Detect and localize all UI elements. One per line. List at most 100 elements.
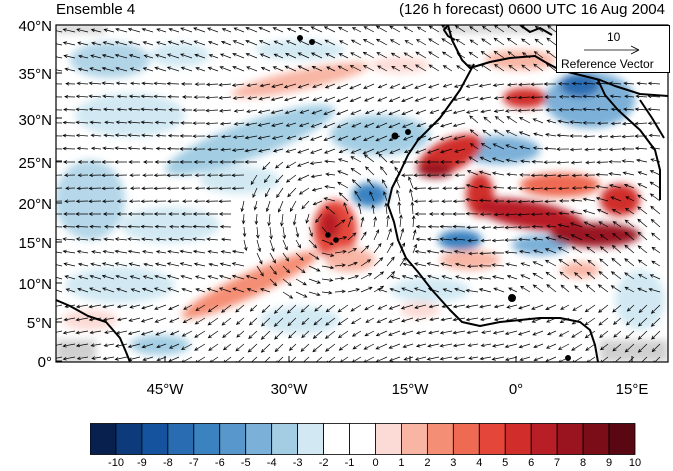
wind-arrow: [269, 265, 277, 275]
wind-arrow: [364, 304, 375, 311]
wind-arrow: [285, 148, 297, 153]
anomaly-shading: [56, 25, 668, 362]
wind-arrow: [533, 249, 544, 254]
wind-arrow: [389, 148, 401, 154]
wind-arrow: [623, 81, 635, 86]
wind-arrow: [465, 83, 479, 88]
wind-arrow: [585, 284, 596, 293]
wind-arrow: [608, 159, 622, 164]
wind-arrow: [232, 96, 245, 100]
wind-arrow: [585, 343, 596, 351]
wind-arrow: [467, 238, 479, 243]
wind-arrow: [76, 28, 89, 33]
wind-arrow: [426, 160, 439, 164]
wind-arrow: [115, 66, 128, 72]
wind-arrow: [182, 317, 193, 323]
wind-arrow: [167, 40, 180, 46]
wind-arrow: [410, 201, 415, 215]
colorbar-tick-label: -4: [266, 457, 277, 469]
wind-arrow: [533, 51, 544, 59]
wind-arrow: [56, 109, 63, 111]
colorbar-swatch: [426, 423, 454, 455]
wind-arrow: [375, 38, 388, 46]
wind-arrow: [401, 83, 414, 89]
wind-arrow: [442, 288, 453, 293]
wind-arrow: [90, 146, 102, 151]
wind-arrow: [75, 237, 89, 241]
colorbar-swatch: [530, 423, 558, 455]
wind-arrow: [389, 160, 400, 164]
wind-arrow: [649, 181, 661, 189]
wind-arrow: [195, 288, 206, 293]
negative-anomaly: [56, 160, 125, 240]
wind-arrow: [321, 278, 334, 282]
wind-arrow: [336, 96, 349, 103]
wind-arrow: [288, 343, 297, 351]
wind-arrow: [651, 246, 661, 254]
wind-arrow: [194, 173, 206, 178]
wind-arrow: [63, 173, 76, 178]
wind-arrow: [649, 170, 661, 176]
wind-arrow: [350, 304, 362, 312]
coastlines: [56, 25, 668, 362]
negative-anomaly: [120, 207, 220, 243]
wind-arrow: [324, 83, 336, 89]
wind-arrow: [519, 249, 531, 254]
wind-arrow: [373, 229, 380, 241]
wind-arrow: [612, 221, 622, 228]
wind-arrow: [610, 196, 622, 202]
wind-arrow: [600, 356, 609, 362]
wind-arrow: [505, 144, 518, 150]
wind-arrow: [127, 249, 141, 254]
colorbar-swatch: [167, 423, 195, 455]
wind-arrow: [572, 304, 583, 311]
wind-arrow: [273, 304, 284, 314]
wind-arrow: [206, 186, 219, 191]
wind-arrow: [439, 343, 453, 348]
wind-arrow: [517, 330, 531, 336]
wind-arrow: [427, 343, 440, 348]
wind-arrow: [301, 317, 310, 325]
wind-arrow: [168, 212, 179, 216]
lat-label-40n: 40°N: [18, 18, 52, 35]
wind-arrow: [545, 343, 557, 349]
wind-arrow: [557, 119, 570, 124]
wind-arrow: [352, 343, 362, 350]
wind-arrow: [427, 237, 440, 241]
wind-arrow: [128, 199, 141, 204]
wind-arrow: [584, 330, 596, 339]
wind-arrow: [169, 317, 180, 323]
positive-anomaly: [417, 162, 453, 178]
wind-arrow: [114, 237, 128, 241]
wind-arrow: [256, 252, 263, 265]
negative-anomaly: [150, 43, 210, 67]
positive-anomaly: [440, 250, 500, 270]
wind-arrow: [192, 212, 205, 216]
wind-arrow: [169, 224, 180, 229]
wind-arrow: [258, 40, 271, 46]
cape-verde-islands: [325, 232, 331, 238]
wind-arrow: [192, 134, 206, 139]
wind-arrow: [258, 96, 271, 101]
wind-arrow: [297, 52, 310, 59]
wind-arrow: [259, 83, 271, 88]
wind-arrow: [168, 27, 180, 33]
wind-arrow: [257, 135, 271, 140]
wind-arrow: [478, 263, 492, 268]
wind-arrow: [453, 135, 466, 141]
wind-arrow: [321, 239, 334, 246]
lat-label-15n: 15°N: [18, 235, 52, 252]
wind-arrow: [231, 160, 244, 164]
wind-arrow: [154, 224, 167, 229]
wind-arrow: [310, 174, 323, 179]
wind-arrow: [350, 167, 362, 176]
wind-arrow: [218, 199, 232, 204]
wind-arrow: [558, 330, 570, 337]
wind-arrow: [308, 278, 321, 284]
wind-arrow: [56, 161, 62, 163]
wind-arrow: [141, 146, 154, 151]
wind-arrow: [426, 356, 440, 361]
wind-arrow: [64, 275, 76, 280]
wind-arrow: [101, 53, 115, 59]
wind-arrow: [468, 51, 479, 59]
